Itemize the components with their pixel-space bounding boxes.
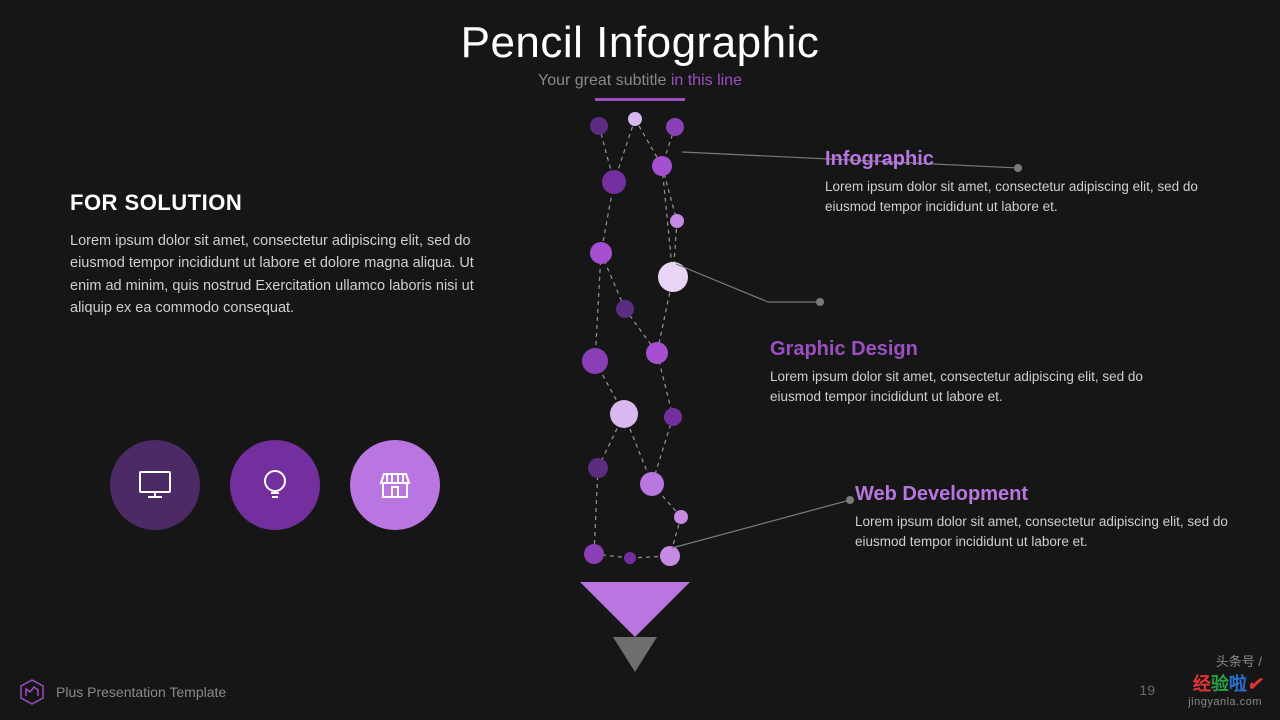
subtitle-part-b: in this line — [671, 72, 742, 89]
watermark-brand: 经验啦✔ — [1188, 670, 1262, 696]
pencil-network — [580, 112, 690, 582]
pencil-dot — [590, 242, 612, 264]
watermark-url: jingyanla.com — [1188, 696, 1262, 708]
title-block: Pencil Infographic Your great subtitle i… — [0, 0, 1280, 101]
pencil-dot — [582, 348, 608, 374]
page-number: 19 — [1139, 682, 1155, 698]
pencil-dot — [588, 458, 608, 478]
callout-body: Lorem ipsum dolor sit amet, consectetur … — [825, 177, 1205, 218]
footer: Plus Presentation Template — [18, 678, 226, 706]
callout-title: Infographic — [825, 148, 1205, 171]
pencil-dot — [652, 156, 672, 176]
pencil-dot — [640, 472, 664, 496]
page-subtitle: Your great subtitle in this line — [0, 72, 1280, 90]
callout-title: Web Development — [855, 483, 1235, 506]
callout-web-development: Web Development Lorem ipsum dolor sit am… — [855, 483, 1235, 553]
pencil-dot — [584, 544, 604, 564]
pencil-dot — [666, 118, 684, 136]
subtitle-part-a: Your great subtitle — [538, 72, 671, 89]
left-body: Lorem ipsum dolor sit amet, consectetur … — [70, 230, 500, 320]
pencil-lead — [613, 637, 657, 672]
pencil-dot — [590, 117, 608, 135]
page-title: Pencil Infographic — [0, 18, 1280, 68]
callout-infographic: Infographic Lorem ipsum dolor sit amet, … — [825, 148, 1205, 218]
pencil-dot — [610, 400, 638, 428]
monitor-icon — [110, 440, 200, 530]
pencil-cone — [580, 582, 690, 637]
pencil-dot — [670, 214, 684, 228]
left-column: FOR SOLUTION Lorem ipsum dolor sit amet,… — [70, 190, 500, 320]
callout-graphic-design: Graphic Design Lorem ipsum dolor sit ame… — [770, 338, 1150, 408]
pencil-dot — [624, 552, 636, 564]
subtitle-underline — [595, 98, 685, 101]
pencil-tip — [580, 582, 690, 672]
pencil-dot — [658, 262, 688, 292]
pencil-graphic — [580, 112, 690, 672]
callout-title: Graphic Design — [770, 338, 1150, 361]
left-heading: FOR SOLUTION — [70, 190, 500, 216]
watermark-line1: 头条号 / — [1188, 651, 1262, 670]
pencil-dot — [628, 112, 642, 126]
lightbulb-icon — [230, 440, 320, 530]
pencil-dot — [674, 510, 688, 524]
callout-body: Lorem ipsum dolor sit amet, consectetur … — [855, 512, 1235, 553]
pencil-dot — [602, 170, 626, 194]
logo-hex-icon — [18, 678, 46, 706]
pencil-dot — [664, 408, 682, 426]
pencil-dot — [660, 546, 680, 566]
watermark: 头条号 / 经验啦✔ jingyanla.com — [1188, 651, 1262, 708]
pencil-dot — [646, 342, 668, 364]
icon-row — [110, 440, 440, 530]
callout-body: Lorem ipsum dolor sit amet, consectetur … — [770, 367, 1150, 408]
pencil-dot — [616, 300, 634, 318]
footer-text: Plus Presentation Template — [56, 684, 226, 700]
store-icon — [350, 440, 440, 530]
